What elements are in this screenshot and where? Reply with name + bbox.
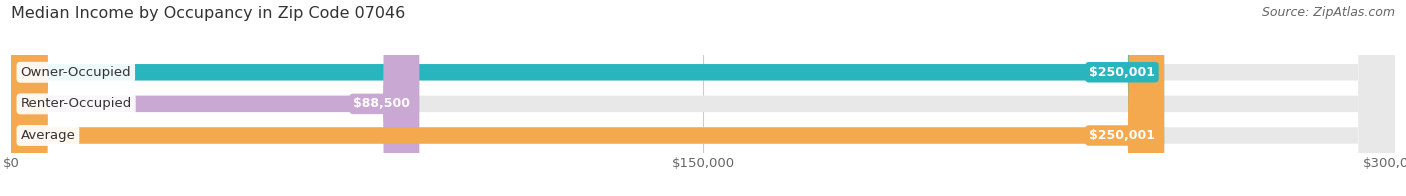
Text: $88,500: $88,500	[353, 97, 411, 110]
Text: Median Income by Occupancy in Zip Code 07046: Median Income by Occupancy in Zip Code 0…	[11, 6, 405, 21]
Text: Renter-Occupied: Renter-Occupied	[21, 97, 132, 110]
FancyBboxPatch shape	[11, 0, 1164, 196]
FancyBboxPatch shape	[11, 0, 1395, 196]
FancyBboxPatch shape	[11, 0, 1395, 196]
Text: Average: Average	[21, 129, 76, 142]
FancyBboxPatch shape	[11, 0, 1164, 196]
Text: Source: ZipAtlas.com: Source: ZipAtlas.com	[1261, 6, 1395, 19]
Text: Owner-Occupied: Owner-Occupied	[21, 66, 131, 79]
Text: $250,001: $250,001	[1090, 129, 1154, 142]
FancyBboxPatch shape	[11, 0, 1395, 196]
FancyBboxPatch shape	[11, 0, 419, 196]
Text: $250,001: $250,001	[1090, 66, 1154, 79]
